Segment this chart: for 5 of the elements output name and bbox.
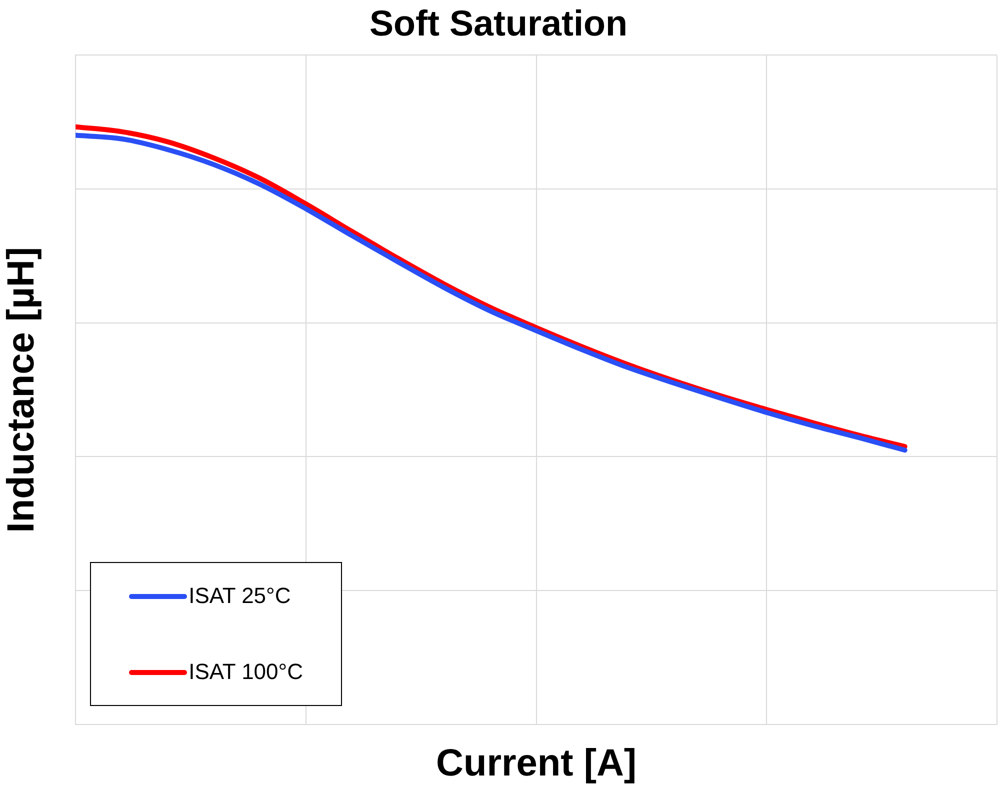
y-axis-title: Inductance [µH] — [0, 246, 42, 533]
x-axis-title: Current [A] — [436, 742, 637, 785]
legend-label: ISAT 25°C — [188, 583, 291, 610]
legend-label: ISAT 100°C — [188, 659, 303, 686]
chart-title: Soft Saturation — [370, 2, 628, 44]
